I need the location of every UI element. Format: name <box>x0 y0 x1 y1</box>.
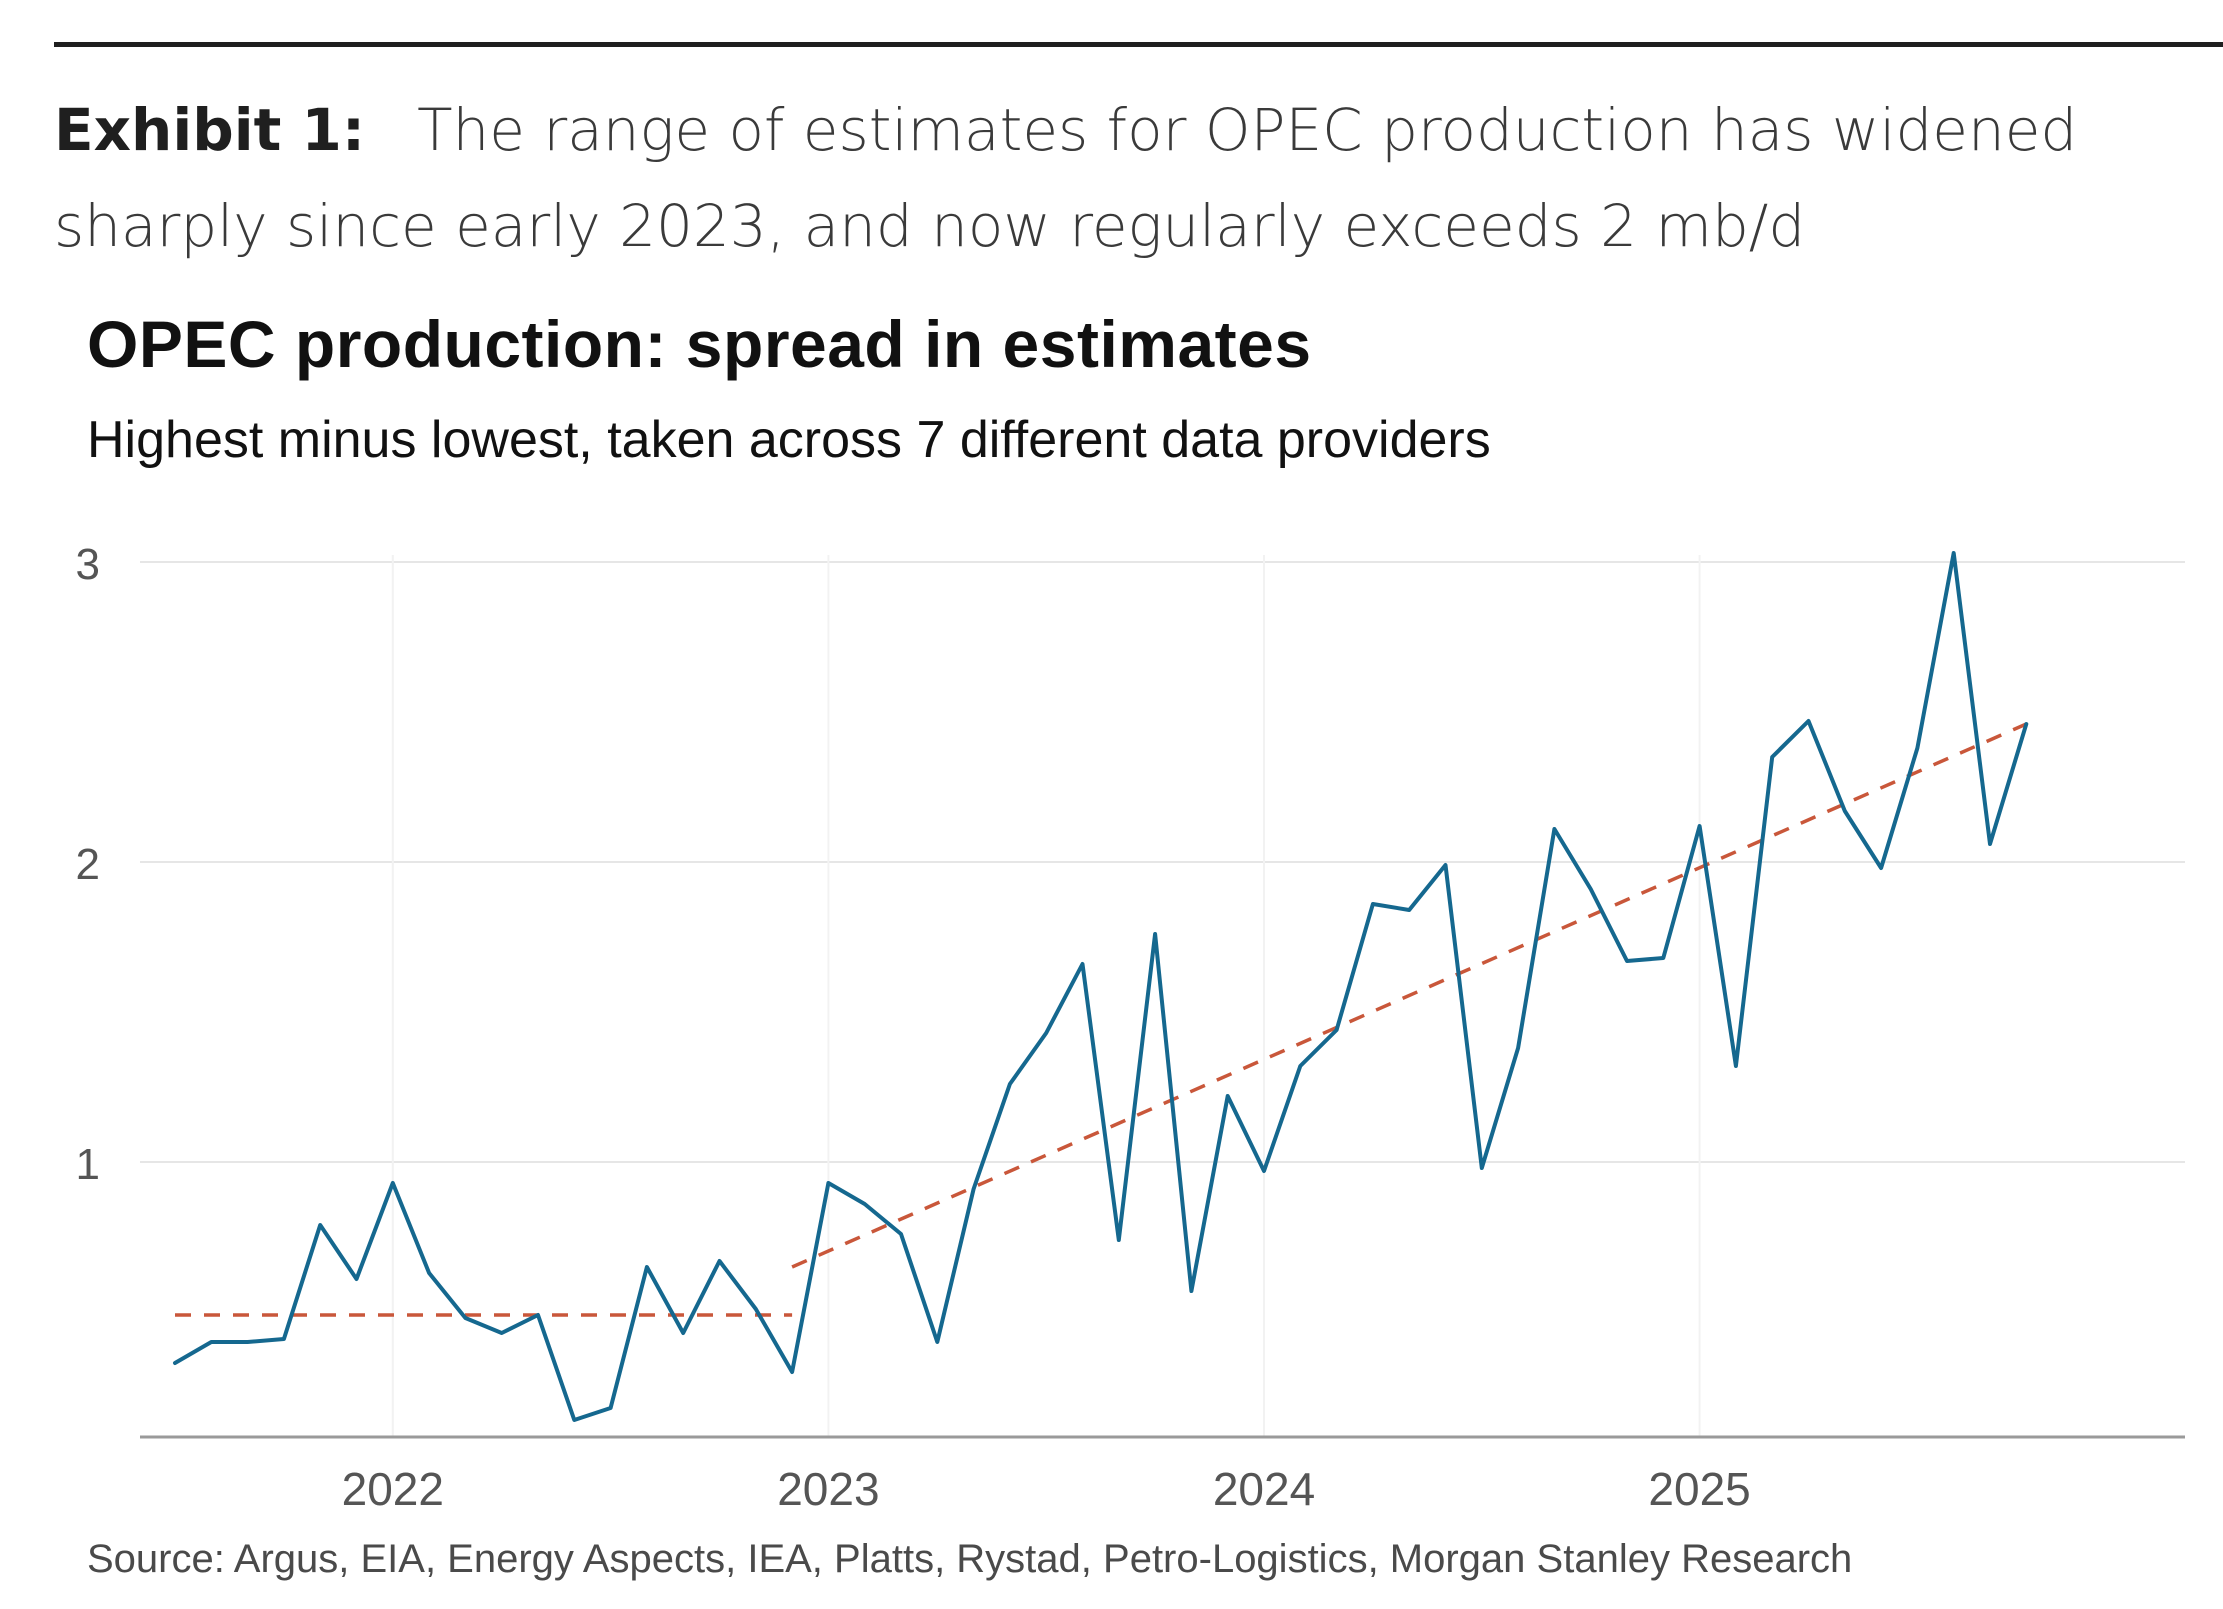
trend-lines <box>175 722 2028 1317</box>
data-points <box>173 551 2028 1422</box>
exhibit-text: The range of estimates for OPEC producti… <box>54 96 2078 260</box>
trend-line-2 <box>791 722 2028 1269</box>
y-tick-label-2: 2 <box>76 840 100 889</box>
series-layer <box>173 551 2029 1422</box>
source-note: Source: Argus, EIA, Energy Aspects, IEA,… <box>87 1537 1853 1581</box>
y-tick-label-3: 3 <box>76 540 100 589</box>
chart-title: OPEC production: spread in estimates <box>87 307 1312 381</box>
x-tick-label-2025: 2025 <box>1648 1463 1750 1515</box>
y-tick-label-1: 1 <box>76 1140 100 1189</box>
exhibit-label: Exhibit 1: <box>54 96 366 164</box>
x-tick-label-2022: 2022 <box>342 1463 444 1515</box>
x-tick-label-2023: 2023 <box>777 1463 879 1515</box>
gridlines <box>140 555 2185 1437</box>
x-tick-label-2024: 2024 <box>1213 1463 1315 1515</box>
top-rule <box>54 42 2223 47</box>
axes: 1 2 3 2022 2023 2024 2025 <box>76 540 2185 1515</box>
series-line-spread <box>173 551 2029 1422</box>
chart-subtitle: Highest minus lowest, taken across 7 dif… <box>87 411 1491 469</box>
exhibit-caption: Exhibit 1: The range of estimates for OPE… <box>54 82 2174 274</box>
